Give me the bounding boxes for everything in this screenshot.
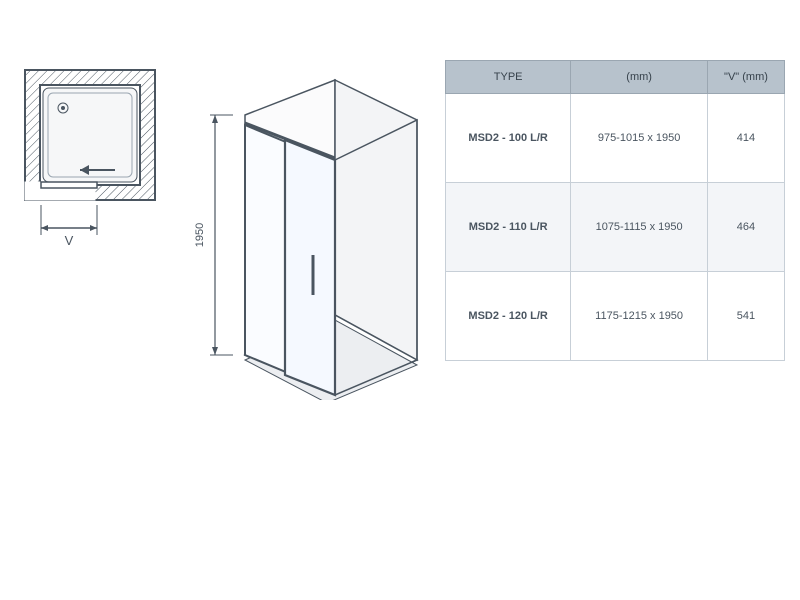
col-type: TYPE <box>446 61 571 94</box>
table-row: MSD2 - 120 L/R 1175-1215 x 1950 541 <box>446 272 785 361</box>
cell-mm: 1175-1215 x 1950 <box>571 272 708 361</box>
cell-type: MSD2 - 100 L/R <box>446 94 571 183</box>
table-row: MSD2 - 110 L/R 1075-1115 x 1950 464 <box>446 183 785 272</box>
cell-mm: 975-1015 x 1950 <box>571 94 708 183</box>
iso-view: 1950 <box>185 60 435 403</box>
cell-mm: 1075-1115 x 1950 <box>571 183 708 272</box>
cell-v: 541 <box>707 272 784 361</box>
cell-type: MSD2 - 110 L/R <box>446 183 571 272</box>
table-row: MSD2 - 100 L/R 975-1015 x 1950 414 <box>446 94 785 183</box>
col-mm: (mm) <box>571 61 708 94</box>
iso-height-label: 1950 <box>194 223 206 247</box>
col-v: "V" (mm) <box>707 61 784 94</box>
spec-table: TYPE (mm) "V" (mm) MSD2 - 100 L/R 975-10… <box>445 60 785 361</box>
cell-v: 414 <box>707 94 784 183</box>
plan-view: V <box>15 60 175 283</box>
plan-v-label: V <box>65 233 74 248</box>
cell-type: MSD2 - 120 L/R <box>446 272 571 361</box>
cell-v: 464 <box>707 183 784 272</box>
